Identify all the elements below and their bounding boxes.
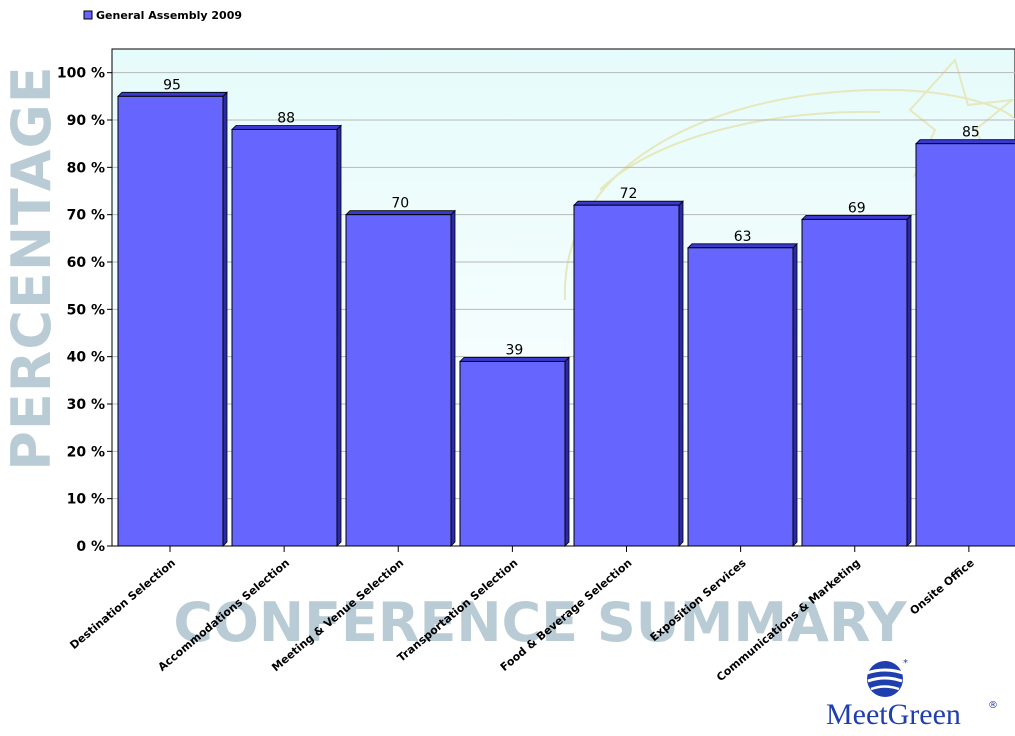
- bar: [231, 128, 338, 547]
- bar-value-label: 70: [391, 196, 409, 212]
- bars: 95 88 70 39 72 63 69 85: [117, 77, 1015, 547]
- bar: [915, 143, 1015, 547]
- meetgreen-logo: * MeetGreen ®: [826, 658, 998, 731]
- bar: [687, 247, 794, 547]
- y-tick-label: 50 %: [67, 302, 105, 318]
- y-tick-label: 100 %: [57, 66, 105, 82]
- bar-side: [906, 214, 912, 547]
- legend-label: General Assembly 2009: [96, 9, 242, 22]
- bar-group: 95: [117, 77, 228, 547]
- bar-group: 63: [687, 229, 798, 547]
- bar-value-label: 85: [962, 125, 980, 141]
- y-tick-label: 20 %: [67, 444, 105, 460]
- bar: [573, 204, 680, 547]
- bar-value-label: 63: [734, 229, 752, 245]
- bar-value-label: 88: [277, 110, 295, 126]
- x-tick-label: Onsite Office: [907, 556, 976, 617]
- y-tick-label: 90 %: [67, 113, 105, 129]
- bar-side: [222, 91, 228, 547]
- bar-side: [450, 209, 456, 547]
- y-tick-label: 80 %: [67, 160, 105, 176]
- svg-text:*: *: [903, 658, 908, 669]
- bar-side: [792, 242, 798, 547]
- y-tick-label: 0 %: [76, 539, 105, 555]
- bar-value-label: 72: [620, 186, 638, 202]
- bar-group: 72: [573, 186, 684, 547]
- y-tick-label: 40 %: [67, 350, 105, 366]
- bar: [117, 95, 224, 547]
- x-axis-title: CONFERENCE SUMMARY: [173, 591, 907, 654]
- logo-registered: ®: [988, 700, 998, 711]
- bar: [345, 214, 452, 547]
- y-tick-label: 60 %: [67, 255, 105, 271]
- bar-group: 70: [345, 196, 456, 547]
- bar-group: 69: [801, 200, 912, 547]
- x-tick-label: Destination Selection: [68, 556, 178, 652]
- bar-side: [678, 200, 684, 547]
- legend-swatch: [83, 10, 93, 20]
- bar-value-label: 69: [848, 200, 866, 216]
- bar-side: [564, 356, 570, 547]
- bar-side: [336, 124, 342, 547]
- y-tick-label: 10 %: [67, 492, 105, 508]
- globe-icon: *: [866, 658, 908, 697]
- y-tick-label: 70 %: [67, 208, 105, 224]
- bar: [459, 360, 566, 547]
- y-tick-label: 30 %: [67, 397, 105, 413]
- bar-value-label: 39: [505, 342, 523, 358]
- y-axis-title: PERCENTAGE: [0, 65, 63, 470]
- logo-text: MeetGreen: [826, 698, 961, 731]
- bar-group: 39: [459, 342, 570, 547]
- bar-group: 85: [915, 125, 1015, 547]
- bar-group: 88: [231, 110, 342, 547]
- bar: [801, 218, 908, 547]
- y-axis-ticks: 0 % 10 % 20 % 30 % 40 % 50 % 60 % 70 % 80 % 90 % 1…: [57, 66, 112, 555]
- bar-value-label: 95: [163, 77, 181, 93]
